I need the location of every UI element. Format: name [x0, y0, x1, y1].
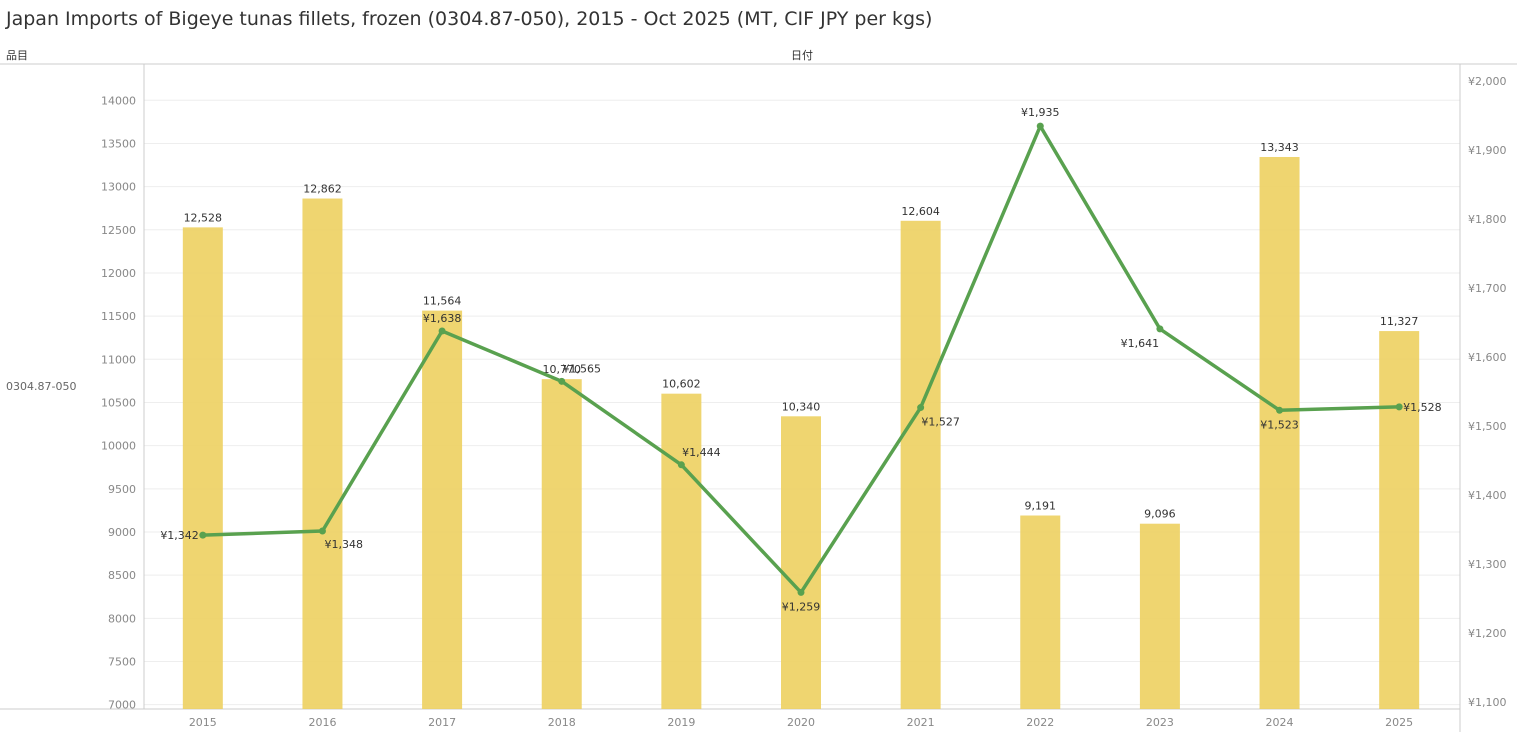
y-right-tick-label: ¥1,700	[1468, 282, 1507, 295]
chart-title: Japan Imports of Bigeye tunas fillets, f…	[6, 8, 933, 30]
bar-value-label: 13,343	[1260, 141, 1299, 154]
bar-value-label: 10,340	[782, 400, 821, 413]
line-value-label: ¥1,444	[682, 446, 721, 459]
y-left-tick-label: 9000	[108, 526, 136, 539]
bar	[422, 310, 463, 709]
y-left-tick-label: 11500	[101, 310, 136, 323]
bar-value-label: 11,327	[1380, 315, 1419, 328]
line-value-label: ¥1,348	[324, 538, 363, 551]
bar-value-label: 9,096	[1144, 508, 1176, 521]
bar	[661, 393, 702, 709]
line-point	[318, 527, 326, 535]
y-left-tick-label: 12000	[101, 267, 136, 280]
line-value-label: ¥1,641	[1121, 337, 1160, 350]
y-left-tick-label: 14000	[101, 94, 136, 107]
bar-value-label: 12,604	[901, 205, 940, 218]
x-tick-label: 2019	[667, 716, 695, 729]
x-tick-label: 2017	[428, 716, 456, 729]
y-left-tick-label: 9500	[108, 483, 136, 496]
line-value-label: ¥1,259	[782, 600, 821, 613]
x-tick-label: 2023	[1146, 716, 1174, 729]
line-point	[1036, 122, 1044, 130]
bar	[1139, 523, 1180, 709]
y-left-tick-label: 12500	[101, 224, 136, 237]
bar-value-label: 10,602	[662, 378, 701, 391]
line-point	[797, 588, 805, 596]
line-value-label: ¥1,527	[921, 416, 960, 429]
bar	[1020, 515, 1061, 709]
row-label-item-code: 0304.87-050	[6, 380, 77, 393]
line-value-label: ¥1,935	[1021, 106, 1060, 119]
y-left-tick-label: 13000	[101, 181, 136, 194]
y-right-tick-label: ¥1,200	[1468, 627, 1507, 640]
bar-value-label: 9,191	[1025, 500, 1057, 513]
y-left-tick-label: 10000	[101, 440, 136, 453]
x-tick-label: 2018	[548, 716, 576, 729]
line-point	[677, 461, 685, 469]
y-left-tick-label: 8500	[108, 569, 136, 582]
x-tick-label: 2022	[1026, 716, 1054, 729]
bar-value-label: 10,770	[542, 363, 581, 376]
bar-value-label: 12,862	[303, 183, 342, 196]
line-value-label: ¥1,528	[1403, 401, 1442, 414]
bar-value-label: 11,564	[423, 295, 462, 308]
y-right-tick-label: ¥2,000	[1468, 75, 1507, 88]
x-tick-label: 2015	[189, 716, 217, 729]
y-right-tick-label: ¥1,500	[1468, 420, 1507, 433]
bar	[541, 379, 582, 709]
y-right-tick-label: ¥1,600	[1468, 351, 1507, 364]
line-value-label: ¥1,565	[562, 362, 601, 375]
y-left-tick-label: 7000	[108, 699, 136, 712]
column-header-date: 日付	[791, 49, 813, 62]
line-point	[438, 327, 446, 335]
line-value-label: ¥1,523	[1260, 418, 1299, 431]
y-left-tick-label: 11000	[101, 353, 136, 366]
line-point	[1276, 406, 1284, 414]
y-right-tick-label: ¥1,400	[1468, 489, 1507, 502]
y-right-tick-label: ¥1,800	[1468, 213, 1507, 226]
y-right-tick-label: ¥1,100	[1468, 696, 1507, 709]
x-tick-label: 2024	[1266, 716, 1294, 729]
x-tick-label: 2021	[907, 716, 935, 729]
y-left-tick-label: 7500	[108, 656, 136, 669]
column-header-item: 品目	[6, 49, 28, 62]
line-point	[558, 377, 566, 385]
bar	[182, 227, 223, 709]
y-left-tick-label: 13500	[101, 137, 136, 150]
y-right-tick-label: ¥1,300	[1468, 558, 1507, 571]
line-value-label: ¥1,342	[160, 529, 199, 542]
bar	[1259, 156, 1300, 710]
bar	[1379, 331, 1420, 709]
y-left-tick-label: 8000	[108, 612, 136, 625]
line-point	[1156, 325, 1164, 333]
bar-value-label: 12,528	[184, 211, 223, 224]
line-point	[199, 531, 207, 539]
bar	[302, 198, 343, 709]
y-left-tick-label: 10500	[101, 396, 136, 409]
line-point	[917, 404, 925, 412]
line-point	[1395, 403, 1403, 411]
x-tick-label: 2020	[787, 716, 815, 729]
y-right-tick-label: ¥1,900	[1468, 144, 1507, 157]
x-tick-label: 2016	[308, 716, 336, 729]
bar	[781, 416, 821, 709]
x-tick-label: 2025	[1385, 716, 1413, 729]
bar	[900, 220, 941, 709]
line-value-label: ¥1,638	[423, 312, 462, 325]
